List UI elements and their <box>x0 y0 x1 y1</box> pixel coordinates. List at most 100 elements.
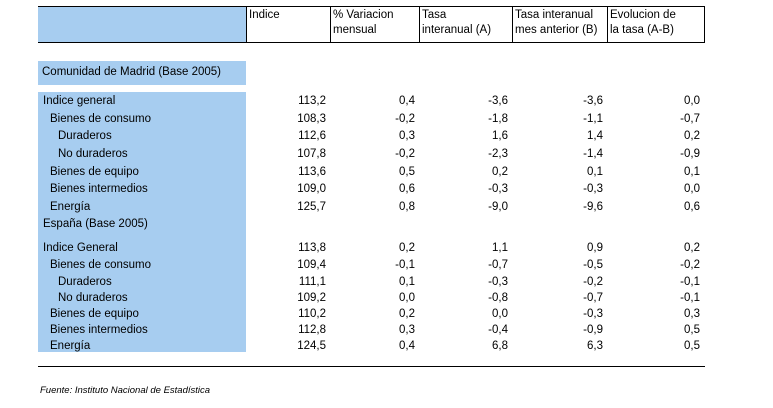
table-cell: -9,0 <box>488 201 508 213</box>
row-label: Bienes de equipo <box>50 308 139 320</box>
table-cell: 0,3 <box>399 324 415 336</box>
section-title-band <box>38 61 246 85</box>
table-cell: 111,1 <box>298 276 326 288</box>
table-cell: -0,2 <box>395 148 415 160</box>
section-title-madrid: Comunidad de Madrid (Base 2005) <box>42 66 221 78</box>
row-label: Bienes de equipo <box>50 166 139 178</box>
table-cell: -1,8 <box>488 113 508 125</box>
row-label: Energía <box>50 340 91 352</box>
table-cell: 0,3 <box>399 130 415 142</box>
table-cell: 0,9 <box>587 242 603 254</box>
table-cell: -0,7 <box>488 259 508 271</box>
table-cell: 1,6 <box>492 130 508 142</box>
row-label: No duraderos <box>58 292 128 304</box>
table-cell: 0,2 <box>399 242 415 254</box>
table-cell: -0,7 <box>680 113 700 125</box>
header-divider <box>246 6 247 43</box>
table-cell: 107,8 <box>297 148 326 160</box>
row-label-band <box>38 92 246 352</box>
table-cell: -0,2 <box>583 276 603 288</box>
table-cell: 0,5 <box>399 166 415 178</box>
table-cell: 6,8 <box>492 340 508 352</box>
table-cell: 109,4 <box>297 259 326 271</box>
row-label: Bienes intermedios <box>50 183 148 195</box>
table-cell: 0,2 <box>684 242 700 254</box>
table-cell: -9,6 <box>583 201 603 213</box>
column-header-tasa-interanual: Tasa interanual (A) <box>422 9 492 36</box>
table-cell: 109,2 <box>297 292 326 304</box>
table-cell: 0,1 <box>399 276 415 288</box>
header-bottom-rule <box>38 42 705 43</box>
table-cell: -0,1 <box>680 276 700 288</box>
table-cell: 0,0 <box>492 308 508 320</box>
table-cell: 0,0 <box>399 292 415 304</box>
table-cell: 0,2 <box>492 166 508 178</box>
table-cell: 1,1 <box>492 242 508 254</box>
table-cell: 0,0 <box>684 183 700 195</box>
row-label: Bienes de consumo <box>50 113 152 125</box>
table-cell: 113,6 <box>298 166 326 178</box>
table-cell: -0,5 <box>583 259 603 271</box>
table-cell: 124,5 <box>297 340 326 352</box>
row-label: Indice general <box>43 95 116 107</box>
table-cell: 108,3 <box>297 113 326 125</box>
table-cell: -0,2 <box>395 113 415 125</box>
column-header-indice: Indice <box>249 9 280 21</box>
table-cell: 0,6 <box>399 183 415 195</box>
table-cell: 0,3 <box>684 308 700 320</box>
source-note: Fuente: Instituto Nacional de Estadístic… <box>40 385 211 396</box>
table-bottom-rule <box>38 366 705 367</box>
table-cell: 6,3 <box>587 340 603 352</box>
table-cell: 113,8 <box>298 242 326 254</box>
table-cell: -0,3 <box>583 183 603 195</box>
table-cell: -0,9 <box>680 148 700 160</box>
table-cell: 112,8 <box>298 324 326 336</box>
row-label: Duraderos <box>58 276 112 288</box>
table-cell: 110,2 <box>298 308 326 320</box>
header-divider <box>330 6 331 43</box>
table-cell: 0,1 <box>684 166 700 178</box>
table-cell: -0,3 <box>488 276 508 288</box>
header-corner-band <box>38 6 246 42</box>
column-header-tasa-mes-anterior: Tasa interanual mes anterior (B) <box>515 9 598 36</box>
column-header-variacion-mensual: % Variacion mensual <box>333 9 394 36</box>
table-cell: 0,0 <box>684 95 700 107</box>
table-cell: -0,8 <box>488 292 508 304</box>
table-cell: 0,1 <box>587 166 603 178</box>
row-label: Energía <box>50 201 91 213</box>
table-cell: -0,2 <box>680 259 700 271</box>
row-label: Bienes de consumo <box>50 259 152 271</box>
header-divider <box>704 6 705 43</box>
table-cell: 0,8 <box>399 201 415 213</box>
table-cell: 0,4 <box>399 340 415 352</box>
row-label: Indice General <box>43 242 118 254</box>
table-cell: 0,4 <box>399 95 415 107</box>
row-label: Bienes intermedios <box>50 324 148 336</box>
table-cell: -0,9 <box>583 324 603 336</box>
table-cell: -3,6 <box>583 95 603 107</box>
column-header-evolucion-tasa: Evolucion de la tasa (A-B) <box>610 9 676 36</box>
header-top-rule <box>38 6 705 7</box>
table-cell: -0,3 <box>488 183 508 195</box>
header-divider <box>512 6 513 43</box>
table-cell: -0,1 <box>680 292 700 304</box>
table-cell: -0,3 <box>583 308 603 320</box>
table-cell: 0,5 <box>684 324 700 336</box>
table-cell: 0,2 <box>684 130 700 142</box>
table-cell: -1,1 <box>583 113 603 125</box>
table-cell: -2,3 <box>488 148 508 160</box>
section-title-espana: España (Base 2005) <box>43 218 148 230</box>
header-divider <box>607 6 608 43</box>
table-cell: 0,6 <box>684 201 700 213</box>
table-cell: 0,2 <box>399 308 415 320</box>
table-cell: 125,7 <box>297 201 326 213</box>
table-cell: -3,6 <box>488 95 508 107</box>
table-cell: 109,0 <box>297 183 326 195</box>
table-cell: -0,4 <box>488 324 508 336</box>
table-cell: -0,1 <box>395 259 415 271</box>
table-cell: 112,6 <box>298 130 326 142</box>
header-divider <box>419 6 420 43</box>
row-label: Duraderos <box>58 130 112 142</box>
table-cell: 113,2 <box>298 95 326 107</box>
row-label: No duraderos <box>58 148 128 160</box>
